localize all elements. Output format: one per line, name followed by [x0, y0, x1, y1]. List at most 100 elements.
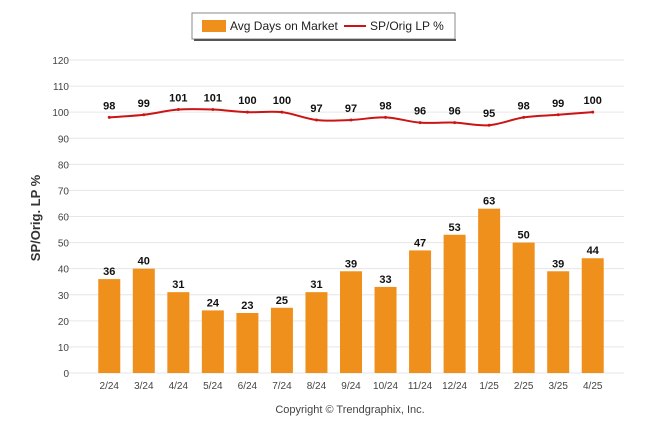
- bar: [98, 279, 121, 373]
- x-tick-label: 1/25: [479, 381, 499, 392]
- line-point: [556, 113, 560, 117]
- line-data-label: 98: [103, 100, 115, 112]
- line-point: [418, 121, 422, 125]
- bar-data-label: 40: [138, 256, 150, 268]
- y-tick-label: 70: [58, 186, 70, 197]
- bar: [443, 234, 466, 373]
- y-axis-title: SP/Orig. LP %: [28, 174, 43, 261]
- bar-data-label: 33: [379, 274, 391, 286]
- x-tick-label: 3/24: [134, 381, 154, 392]
- bar-data-label: 23: [241, 300, 253, 312]
- line-data-label: 99: [138, 98, 150, 110]
- line-data-label: 97: [310, 103, 322, 115]
- copyright-footer: Copyright © Trendgraphix, Inc.: [275, 404, 424, 416]
- y-tick-labels: 0 10 20 30 40 50 60 70 80 90 100 110 120: [52, 56, 69, 380]
- x-tick-label: 9/24: [341, 381, 361, 392]
- bar-data-label: 31: [172, 279, 184, 291]
- x-tick-label: 12/24: [442, 381, 467, 392]
- line-point: [280, 110, 284, 114]
- line-point: [384, 115, 388, 119]
- line-data-labels: 98 99 101 101 100 100 97 97 98 96 96 95 98 99 100: [103, 93, 602, 121]
- bar-data-label: 63: [483, 196, 495, 208]
- x-tick-label: 3/25: [548, 381, 568, 392]
- line-data-label: 100: [584, 95, 602, 107]
- bar-data-label: 53: [448, 222, 460, 234]
- line-data-label: 98: [379, 100, 391, 112]
- x-tick-label: 4/24: [169, 381, 189, 392]
- y-tick-label: 120: [52, 56, 69, 67]
- bar-data-label: 25: [276, 295, 288, 307]
- x-tick-label: 5/24: [203, 381, 223, 392]
- x-tick-labels: 2/24 3/24 4/24 5/24 6/24 7/24 8/24 9/24 10/24 11/…: [100, 381, 603, 392]
- bar-data-label: 24: [207, 297, 220, 309]
- bar-data-label: 50: [518, 230, 530, 242]
- x-tick-label: 10/24: [373, 381, 398, 392]
- line-data-label: 98: [518, 100, 530, 112]
- bar: [270, 307, 293, 373]
- line-point: [107, 115, 111, 119]
- line-point: [142, 113, 146, 117]
- y-tick-label: 100: [52, 108, 69, 119]
- line-data-label: 100: [273, 95, 291, 107]
- bar: [132, 268, 155, 373]
- y-tick-label: 0: [63, 369, 69, 380]
- y-tick-label: 50: [58, 239, 70, 250]
- line-point: [349, 118, 353, 122]
- x-tick-label: 11/24: [408, 381, 433, 392]
- bar-data-label: 36: [103, 266, 115, 278]
- bar-data-labels: 36 40 31 24 23 25 31 39 33 47 53 63 50 39 44: [103, 196, 600, 312]
- line-data-label: 95: [483, 108, 495, 120]
- line-data-label: 96: [448, 106, 460, 118]
- x-tick-label: 2/24: [100, 381, 120, 392]
- line-data-label: 99: [552, 98, 564, 110]
- line-data-label: 101: [204, 93, 222, 105]
- bar-data-label: 39: [345, 258, 357, 270]
- line-point: [591, 110, 595, 114]
- y-tick-label: 30: [58, 291, 70, 302]
- legend-bar-swatch: [202, 20, 226, 32]
- bar: [547, 271, 570, 373]
- bar-series: [98, 208, 604, 373]
- bar: [236, 313, 259, 373]
- line-point: [211, 108, 215, 112]
- legend-box: [191, 12, 456, 40]
- line-point: [522, 115, 526, 119]
- y-tick-label: 10: [58, 343, 70, 354]
- x-tick-label: 6/24: [238, 381, 258, 392]
- x-tick-label: 2/25: [514, 381, 534, 392]
- line-data-label: 97: [345, 103, 357, 115]
- line-point: [314, 118, 318, 122]
- line-point: [176, 108, 180, 112]
- bar: [167, 292, 190, 373]
- bar: [478, 208, 501, 373]
- line-data-label: 96: [414, 106, 426, 118]
- bar-data-label: 31: [310, 279, 322, 291]
- bar: [305, 292, 328, 373]
- line-data-label: 101: [169, 93, 187, 105]
- y-tick-label: 60: [58, 213, 70, 224]
- legend-label-bars: Avg Days on Market: [230, 19, 338, 33]
- bar: [340, 271, 362, 373]
- x-tick-label: 8/24: [307, 381, 327, 392]
- line-point: [487, 123, 491, 127]
- line-series: [107, 108, 595, 127]
- bar: [409, 250, 432, 373]
- bar: [512, 242, 535, 373]
- line-point: [245, 110, 249, 114]
- legend-label-line: SP/Orig LP %: [370, 19, 444, 33]
- bar-data-label: 39: [552, 258, 564, 270]
- y-tick-label: 40: [58, 265, 70, 276]
- bar-data-label: 44: [587, 245, 600, 257]
- y-tick-label: 90: [58, 134, 70, 145]
- x-tick-label: 7/24: [272, 381, 292, 392]
- bar: [374, 286, 397, 373]
- bar-data-label: 47: [414, 237, 426, 249]
- bar: [581, 258, 604, 373]
- legend: Avg Days on Market SP/Orig LP %: [191, 12, 456, 41]
- y-tick-label: 80: [58, 160, 70, 171]
- y-tick-label: 110: [53, 82, 69, 93]
- x-tick-label: 4/25: [583, 381, 603, 392]
- line-point: [453, 121, 457, 125]
- line-data-label: 100: [238, 95, 256, 107]
